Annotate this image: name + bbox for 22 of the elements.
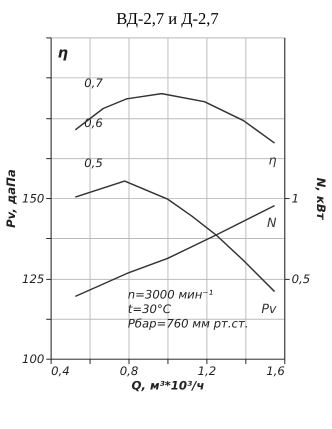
series-label: Pv [261,300,278,316]
annotation: t=30°C [128,302,172,316]
y3-tick-label: 0,5 [84,156,103,170]
x-tick-label: 0,8 [120,364,138,378]
y2-axis-title: N, кВт [314,178,328,221]
y2-tick-label: 0,5 [292,272,310,286]
x-tick-label: 0,4 [51,364,70,378]
series-label: N [267,215,278,230]
y-tick-label: 100 [22,352,44,366]
chart-title: ВД-2,7 и Д-2,7 [116,8,219,28]
series-label: η [268,152,277,168]
y3-tick-label: 0,7 [84,76,104,90]
x-tick-label: 1,6 [266,364,285,378]
x-tick-label: 1,2 [198,364,216,378]
y3-axis-title: η [58,44,69,62]
x-axis-title: Q, м³*10³/ч [132,378,204,392]
y-tick-label: 125 [22,272,44,286]
y2-tick-label: 1 [292,191,300,206]
annotation: n=3000 мин⁻¹ [128,287,214,302]
annotation: Pбар=760 мм рт.ст. [128,316,248,331]
y-axis-title: Pv, даПа [4,169,18,228]
y-tick-label: 150 [22,191,44,206]
